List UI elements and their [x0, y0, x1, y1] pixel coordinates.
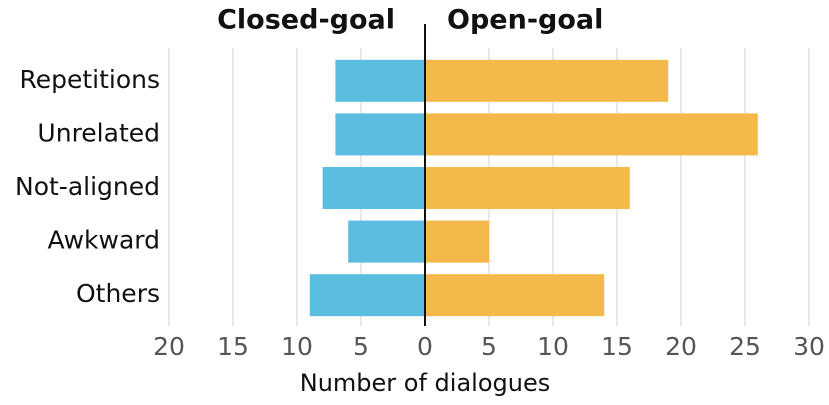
x-tick-label: 10 [281, 332, 313, 361]
legend-label: Open-goal [447, 5, 603, 36]
x-tick-label: 30 [793, 332, 825, 361]
y-tick-label: Not-aligned [15, 172, 160, 201]
x-tick-label: 15 [601, 332, 633, 361]
bar [425, 167, 630, 209]
legend-label: Closed-goal [217, 5, 395, 36]
x-tick-label: 15 [217, 332, 249, 361]
x-tick-label: 25 [729, 332, 761, 361]
bar [335, 59, 425, 102]
x-axis-label: Number of dialogues [300, 369, 550, 397]
x-tick-label: 0 [417, 332, 433, 361]
bar [322, 167, 425, 209]
bar [335, 113, 425, 156]
bar [425, 113, 758, 156]
bar [348, 220, 425, 263]
y-tick-label: Unrelated [37, 118, 160, 147]
bar [309, 274, 425, 317]
x-tick-label: 5 [353, 332, 369, 361]
x-tick-label: 20 [665, 332, 697, 361]
y-tick-label: Repetitions [19, 65, 160, 94]
bar [425, 274, 605, 317]
x-tick-label: 20 [153, 332, 185, 361]
y-tick-label: Awkward [48, 226, 161, 255]
x-tick-label: 10 [537, 332, 569, 361]
bar [425, 220, 489, 263]
bar [425, 59, 669, 102]
y-tick-label: Others [76, 279, 160, 308]
x-tick-label: 5 [481, 332, 497, 361]
